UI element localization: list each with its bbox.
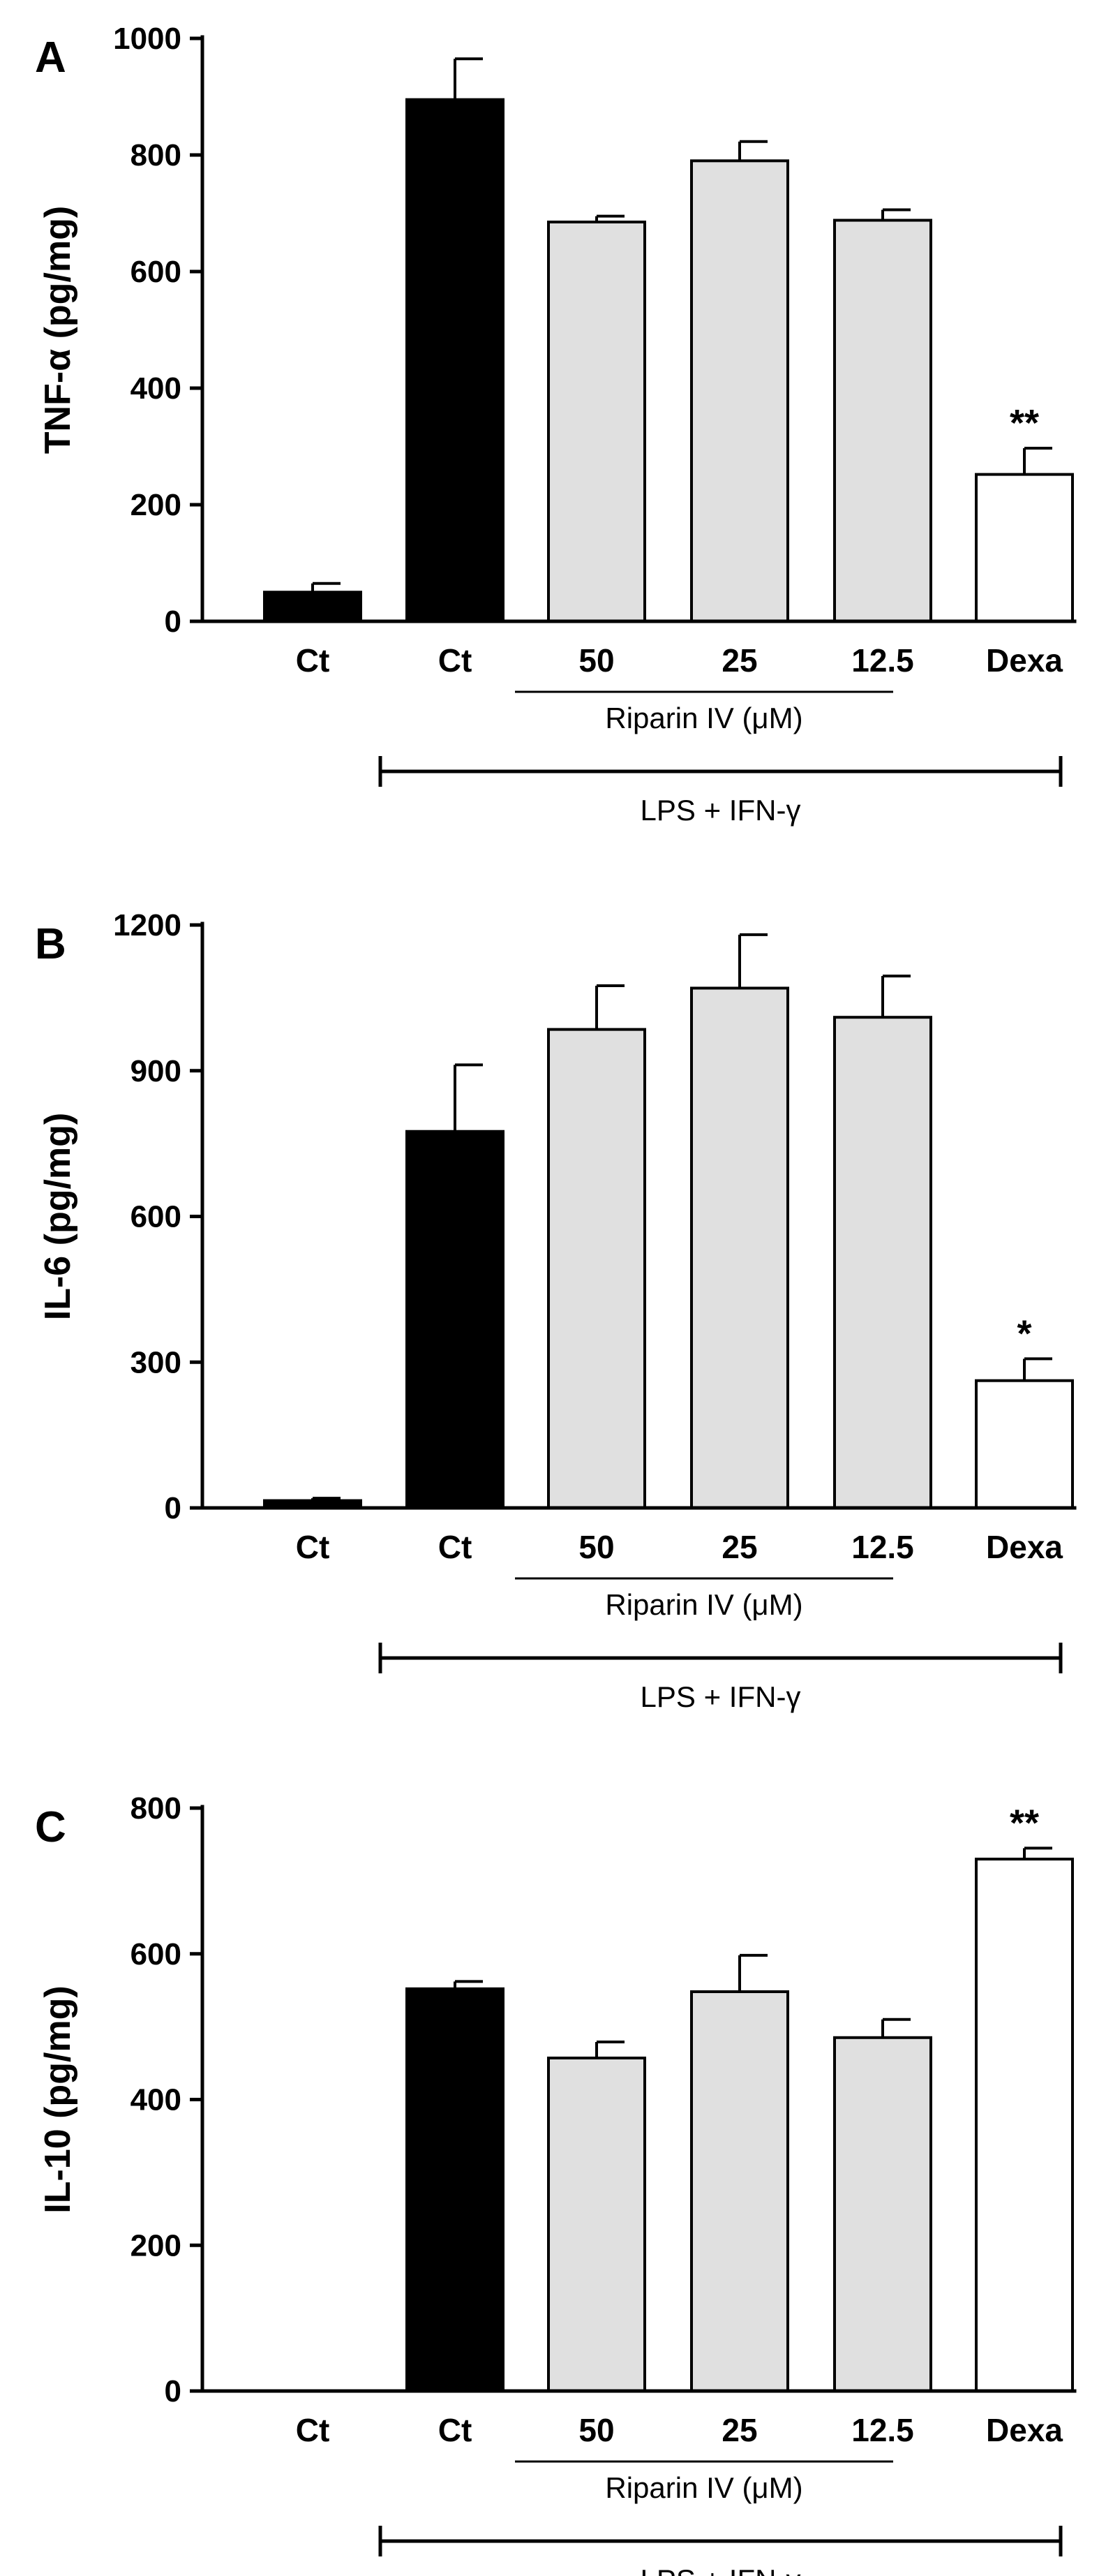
x-category-label: 50 bbox=[578, 642, 614, 679]
x-category-label: Dexa bbox=[986, 1529, 1063, 1565]
panel-b: B IL-6 (pg/mg) 0 300 600 900 1200 Ct Ct 50 25 12.5 *… bbox=[35, 908, 1077, 1713]
bar bbox=[975, 473, 1074, 623]
axis-lines bbox=[200, 35, 1077, 623]
bar bbox=[690, 986, 789, 1510]
bar bbox=[547, 221, 646, 623]
stimulus-label: LPS + IFN-γ bbox=[641, 794, 801, 827]
panel-a: A TNF-α (pg/mg) 0 200 400 600 800 1000 Ct Ct 50 25 1… bbox=[35, 22, 1077, 827]
x-category-label: Ct bbox=[296, 642, 330, 679]
bar bbox=[405, 1987, 505, 2393]
x-category-label: Ct bbox=[438, 1529, 472, 1565]
significance-marker: ** bbox=[1010, 1802, 1039, 1844]
significance-marker: ** bbox=[1010, 402, 1039, 444]
x-category-label: Dexa bbox=[986, 642, 1063, 679]
axis-lines bbox=[200, 1805, 1077, 2393]
y-tick-label: 600 bbox=[130, 255, 181, 289]
stimulus-label: LPS + IFN-γ bbox=[641, 1680, 801, 1713]
y-tick-label: 900 bbox=[130, 1054, 181, 1088]
y-tick-label: 0 bbox=[165, 2374, 181, 2408]
x-category-label: Ct bbox=[296, 1529, 330, 1565]
panel-c: C IL-10 (pg/mg) 0 200 400 600 800 Ct Ct 50 25 12.5 *… bbox=[35, 1791, 1077, 2576]
y-tick-label: 0 bbox=[165, 605, 181, 639]
x-category-label: 12.5 bbox=[851, 642, 914, 679]
y-tick-label: 400 bbox=[130, 2083, 181, 2117]
bar bbox=[547, 1028, 646, 1509]
y-tick-label: 800 bbox=[130, 138, 181, 172]
y-tick-label: 800 bbox=[130, 1791, 181, 1826]
y-tick-label: 0 bbox=[165, 1491, 181, 1525]
x-category-label: 25 bbox=[722, 1529, 757, 1565]
axis-lines bbox=[200, 921, 1077, 1510]
x-category-label: 50 bbox=[578, 1529, 614, 1565]
bar bbox=[405, 98, 505, 623]
x-category-label: 25 bbox=[722, 642, 757, 679]
y-tick-label: 600 bbox=[130, 1200, 181, 1234]
bar bbox=[833, 219, 932, 623]
y-axis-label: IL-6 (pg/mg) bbox=[38, 1113, 78, 1321]
bar bbox=[833, 2036, 932, 2392]
x-category-label: 50 bbox=[578, 2412, 614, 2448]
x-category-label: 12.5 bbox=[851, 1529, 914, 1565]
riparin-group-label: Riparin IV (μM) bbox=[605, 702, 802, 734]
panel-letter: C bbox=[35, 1803, 66, 1851]
bar bbox=[975, 1858, 1074, 2392]
x-category-label: Ct bbox=[438, 642, 472, 679]
y-tick-label: 200 bbox=[130, 2228, 181, 2263]
y-tick-label: 600 bbox=[130, 1937, 181, 1971]
bar bbox=[690, 1990, 789, 2392]
x-category-label: Ct bbox=[438, 2412, 472, 2448]
bar bbox=[833, 1016, 932, 1510]
y-tick-label: 300 bbox=[130, 1345, 181, 1379]
bar bbox=[690, 159, 789, 623]
riparin-group-label: Riparin IV (μM) bbox=[605, 2471, 802, 2504]
y-tick-label: 1000 bbox=[113, 22, 181, 56]
bar bbox=[547, 2057, 646, 2393]
panel-letter: A bbox=[35, 34, 66, 82]
y-axis-label: TNF-α (pg/mg) bbox=[38, 206, 78, 454]
riparin-group-label: Riparin IV (μM) bbox=[605, 1588, 802, 1621]
y-axis-label: IL-10 (pg/mg) bbox=[38, 1985, 78, 2213]
bar bbox=[975, 1379, 1074, 1509]
y-tick-label: 1200 bbox=[113, 908, 181, 942]
stimulus-label: LPS + IFN-γ bbox=[641, 2563, 801, 2576]
panel-letter: B bbox=[35, 920, 66, 968]
x-category-label: Dexa bbox=[986, 2412, 1063, 2448]
bar bbox=[263, 591, 362, 623]
bar bbox=[405, 1130, 505, 1509]
x-category-label: Ct bbox=[296, 2412, 330, 2448]
x-category-label: 12.5 bbox=[851, 2412, 914, 2448]
y-tick-label: 200 bbox=[130, 488, 181, 522]
x-category-label: 25 bbox=[722, 2412, 757, 2448]
y-tick-label: 400 bbox=[130, 371, 181, 406]
significance-marker: * bbox=[1017, 1312, 1031, 1354]
